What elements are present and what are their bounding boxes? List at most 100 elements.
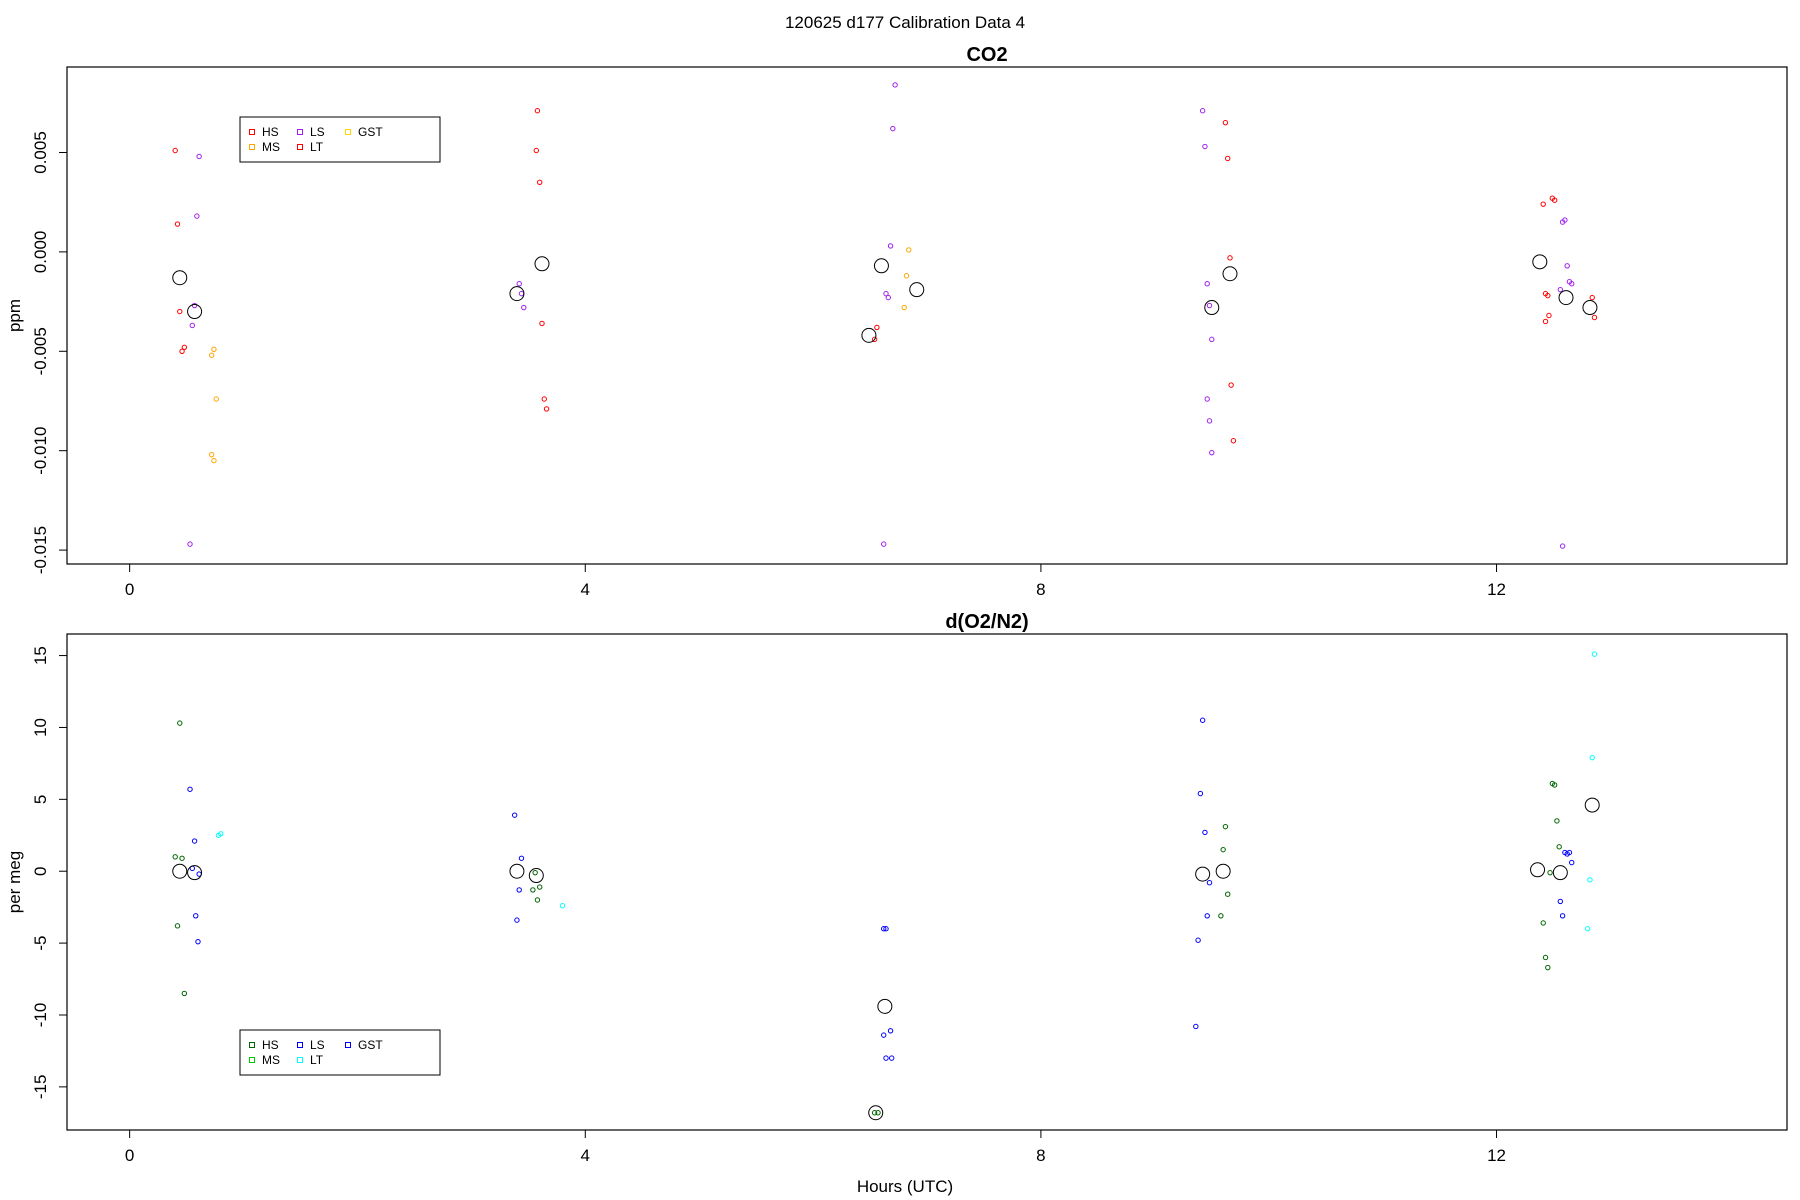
co2-mean-marker xyxy=(509,286,525,302)
co2-mean-marker xyxy=(1558,290,1574,306)
co2-y-tick-label: -0.010 xyxy=(31,427,50,475)
o2n2-mean-marker xyxy=(172,863,188,879)
co2-point-ls xyxy=(187,541,193,547)
co2-point-ls xyxy=(1202,143,1208,150)
o2n2-point-hs xyxy=(875,1110,881,1116)
o2n2-point-ls xyxy=(881,1032,887,1038)
co2-point-hs xyxy=(1225,155,1231,162)
o2n2-point-lt xyxy=(1584,926,1591,932)
o2n2-x-tick-label: 8 xyxy=(1036,1146,1045,1165)
co2-point-ms xyxy=(211,346,217,352)
o2n2-point-ls xyxy=(516,887,522,893)
co2-y-tick-label: -0.005 xyxy=(31,327,50,375)
co2-point-hs xyxy=(1546,312,1552,319)
co2-legend-marker xyxy=(297,144,303,150)
o2n2-legend xyxy=(239,1029,441,1076)
co2-x-tick-label: 8 xyxy=(1036,580,1045,599)
o2n2-point-hs xyxy=(1540,920,1546,926)
co2-point-hs xyxy=(1589,294,1595,301)
figure-title: 120625 d177 Calibration Data 4 xyxy=(785,13,1025,32)
co2-point-ls xyxy=(1559,543,1566,549)
co2-point-ls xyxy=(1569,280,1575,287)
o2n2-point-lt xyxy=(1587,877,1593,883)
o2n2-mean-marker xyxy=(1552,865,1568,881)
o2n2-mean-marker xyxy=(509,863,525,879)
o2n2-point-hs xyxy=(1222,823,1229,830)
co2-point-ls xyxy=(194,213,200,219)
o2n2-point-lt xyxy=(1589,754,1595,761)
co2-point-ms xyxy=(903,273,910,279)
co2-point-hs xyxy=(534,108,541,114)
o2n2-point-ls xyxy=(511,812,518,818)
o2n2-x-tick-label: 0 xyxy=(125,1146,134,1165)
co2-point-ls xyxy=(892,82,898,88)
o2n2-point-ls xyxy=(1559,913,1566,919)
co2-legend-label: MS xyxy=(262,140,280,154)
o2n2-mean-marker xyxy=(1195,866,1211,882)
o2n2-point-lt xyxy=(215,832,222,838)
o2n2-point-hs xyxy=(1551,782,1558,788)
o2n2-y-tick-label: 5 xyxy=(31,795,50,804)
o2n2-y-tick-label: -15 xyxy=(31,1075,50,1100)
o2n2-point-ls xyxy=(1193,1023,1199,1030)
co2-mean-marker xyxy=(909,282,925,298)
co2-mean-marker xyxy=(172,270,188,286)
co2-point-ls xyxy=(881,541,887,547)
co2-mean-marker xyxy=(1222,266,1238,282)
o2n2-point-ls xyxy=(514,917,520,923)
co2-point-ms xyxy=(211,457,217,464)
co2-legend-marker xyxy=(345,129,351,135)
o2n2-mean-marker xyxy=(187,865,203,881)
o2n2-point-hs xyxy=(1220,846,1226,853)
o2n2-point-hs xyxy=(530,887,536,893)
co2-point-ls xyxy=(887,243,894,249)
co2-point-ls xyxy=(1564,263,1570,269)
co2-legend-label: LT xyxy=(310,140,324,154)
o2n2-point-ls xyxy=(887,1028,894,1034)
o2n2-point-hs xyxy=(172,854,178,860)
o2n2-point-hs xyxy=(1556,844,1562,850)
co2-mean-marker xyxy=(1204,300,1220,316)
o2n2-point-ls xyxy=(1195,937,1201,943)
co2-point-hs xyxy=(1228,382,1234,388)
o2n2-legend-label: MS xyxy=(262,1053,280,1067)
x-axis-label: Hours (UTC) xyxy=(857,1177,953,1196)
co2-point-hs xyxy=(871,336,878,343)
co2-mean-marker xyxy=(861,327,877,343)
co2-y-tick-label: 0.000 xyxy=(31,231,50,274)
o2n2-point-lt xyxy=(1591,651,1598,657)
o2n2-legend-marker xyxy=(249,1042,255,1048)
co2-point-hs xyxy=(1230,438,1237,444)
co2-point-ls xyxy=(1199,108,1206,114)
o2n2-point-ls xyxy=(888,1055,895,1061)
o2n2-point-ls xyxy=(191,838,198,844)
o2n2-mean-marker xyxy=(528,868,544,884)
co2-point-ls xyxy=(1206,302,1213,309)
o2n2-y-tick-label: -5 xyxy=(31,936,50,951)
o2n2-point-ls xyxy=(1566,849,1573,856)
o2n2-mean-marker xyxy=(1215,863,1231,879)
co2-y-tick-label: 0.005 xyxy=(31,131,50,174)
o2n2-point-ls xyxy=(195,938,201,945)
o2n2-mean-marker xyxy=(877,998,893,1014)
co2-mean-marker xyxy=(187,304,203,320)
o2n2-point-hs xyxy=(534,897,541,903)
co2-point-ls xyxy=(890,125,896,132)
co2-legend-marker xyxy=(297,129,303,135)
o2n2-legend-label: LS xyxy=(310,1038,325,1052)
o2n2-point-lt xyxy=(559,903,566,909)
co2-panel: CO2 ppm 0 4 8 12 0.005 0.000 -0.005 -0.010 -0.015 H… xyxy=(5,44,1788,599)
co2-legend-label: GST xyxy=(358,125,383,139)
co2-point-ls xyxy=(1557,286,1564,293)
o2n2-point-ls xyxy=(883,1055,889,1061)
co2-x-tick-label: 4 xyxy=(581,580,590,599)
co2-point-hs xyxy=(174,221,181,227)
o2n2-legend-marker xyxy=(297,1057,303,1063)
co2-point-hs xyxy=(1551,197,1558,203)
o2n2-legend-label: HS xyxy=(262,1038,279,1052)
co2-mean-marker xyxy=(534,256,550,272)
co2-point-ls xyxy=(516,280,522,287)
o2n2-point-hs xyxy=(1225,891,1231,897)
